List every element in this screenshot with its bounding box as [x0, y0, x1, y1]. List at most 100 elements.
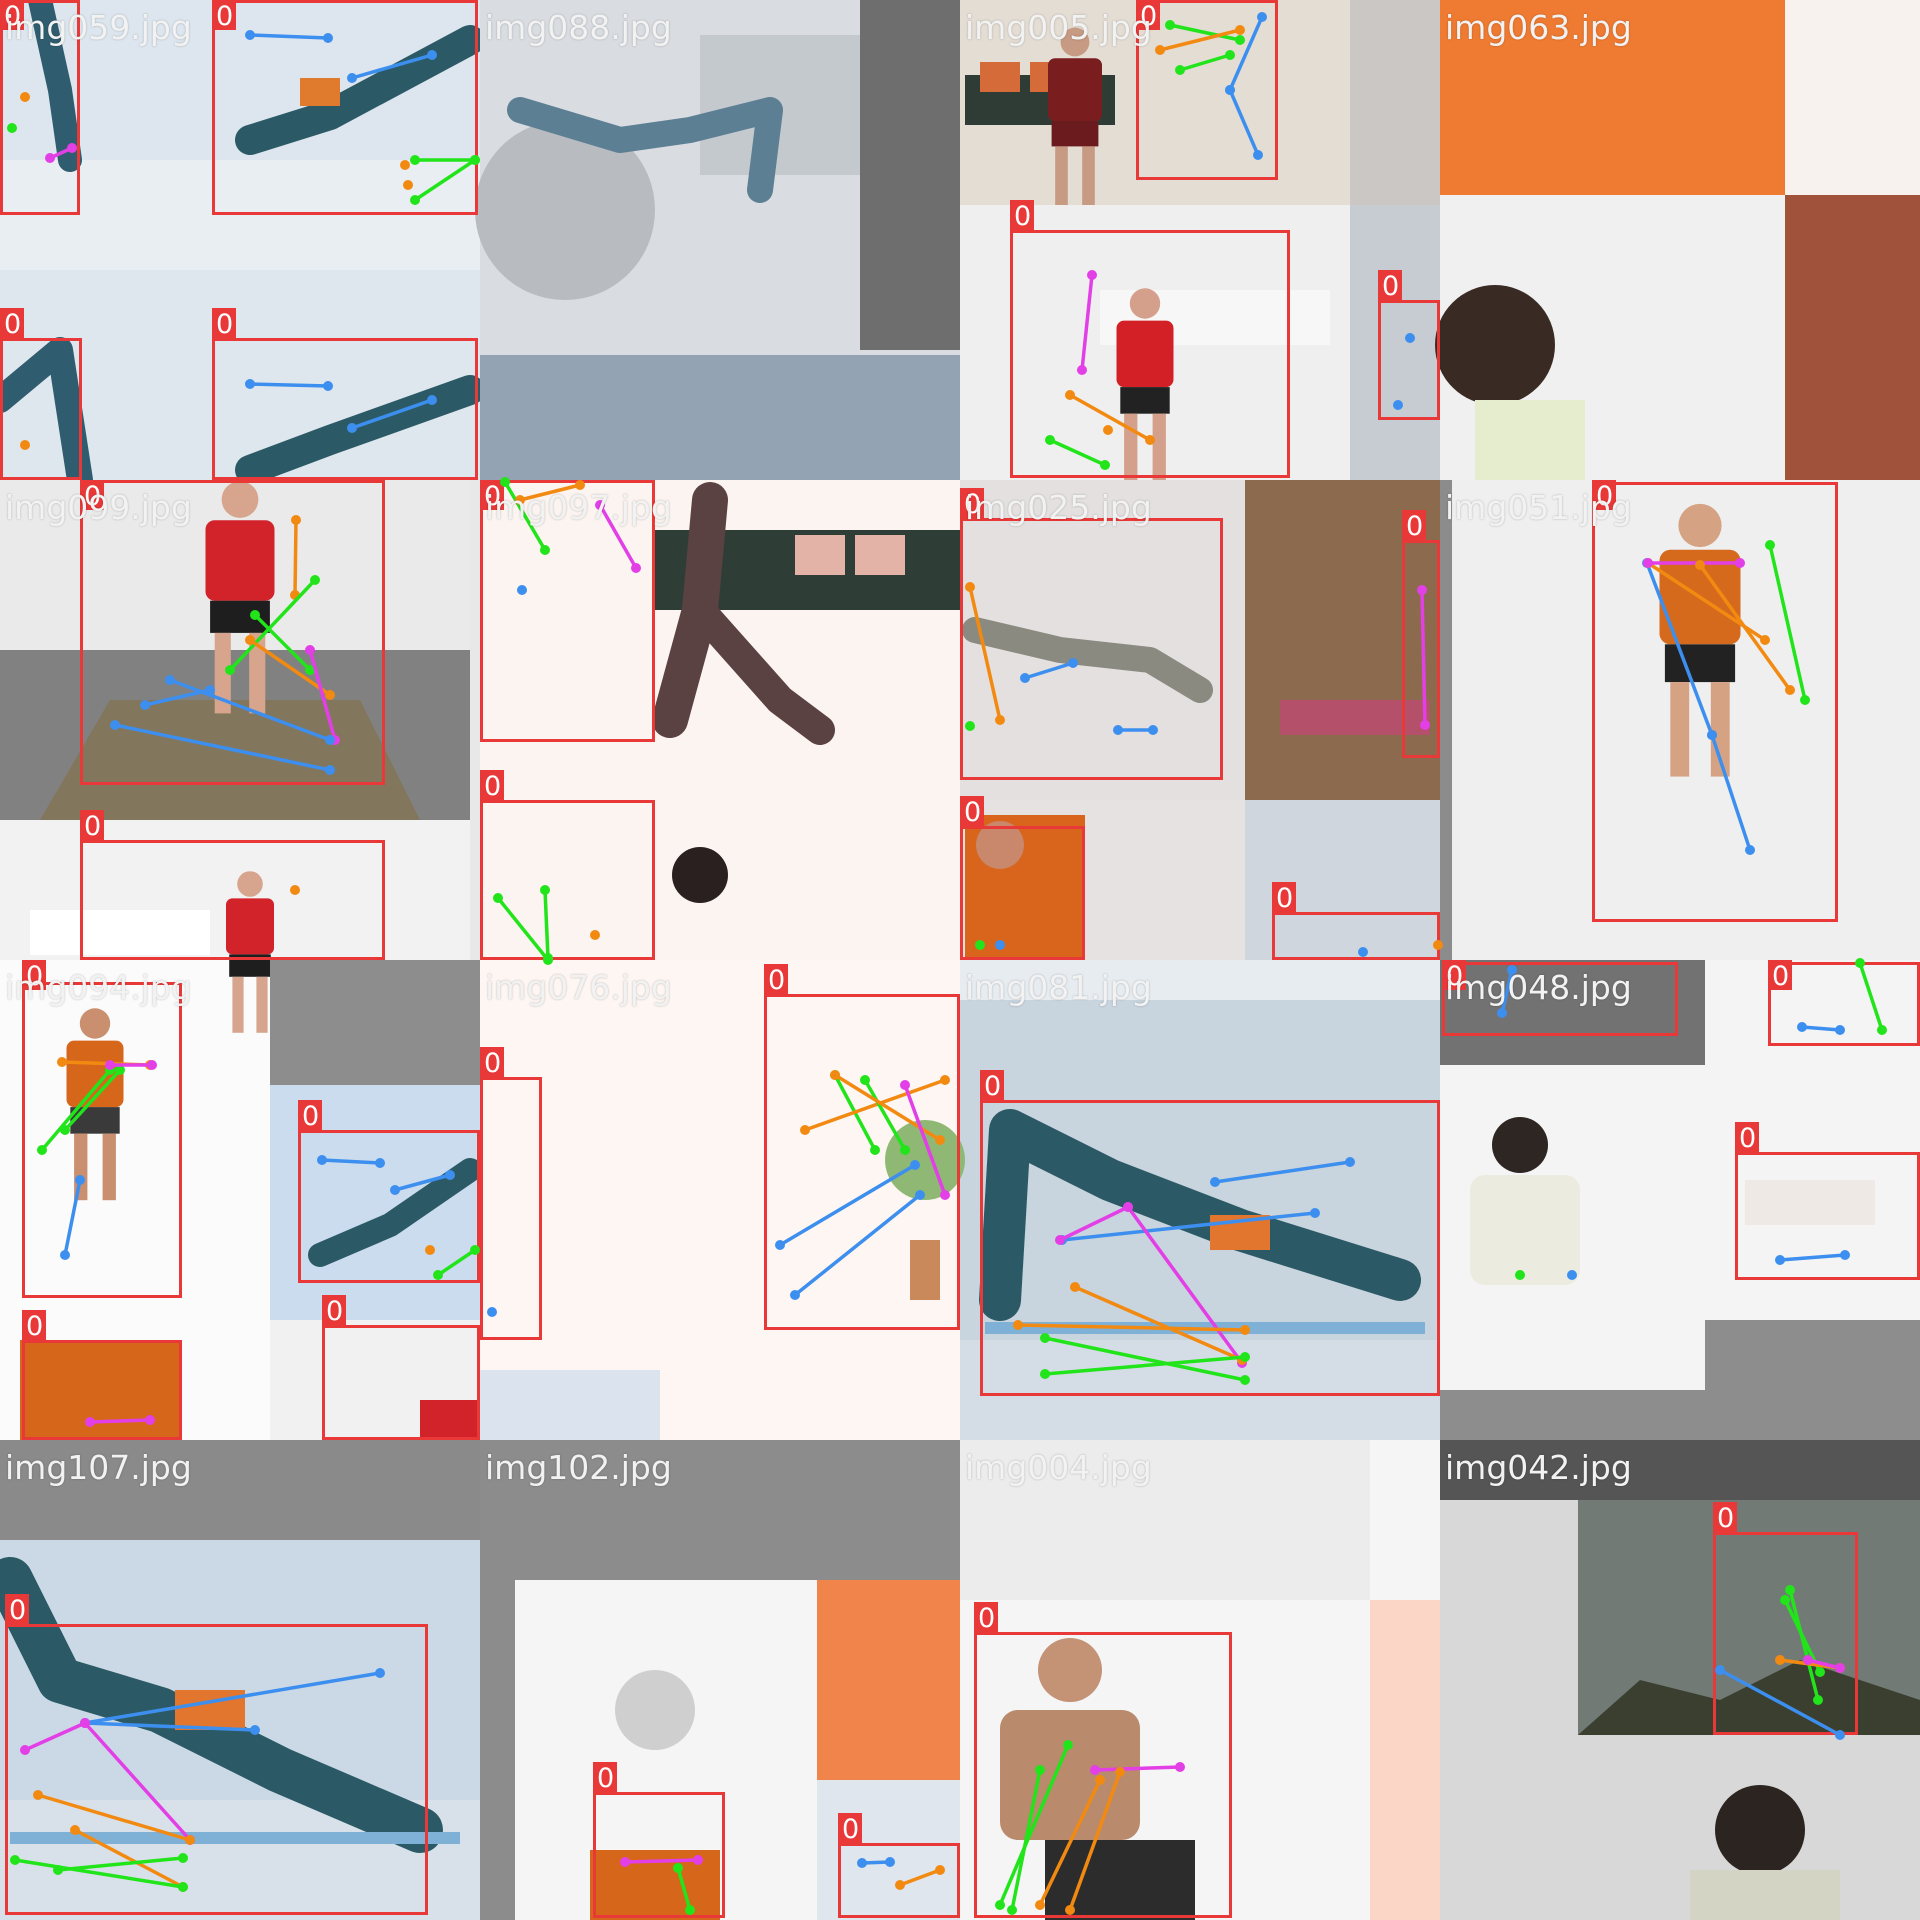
class-tag-bg — [960, 796, 984, 826]
skeleton-line-icon — [88, 1418, 152, 1424]
keypoint-icon — [575, 480, 585, 490]
keypoint-icon — [427, 50, 437, 60]
class-tag-label: 0 — [326, 1296, 343, 1327]
class-tag-label: 0 — [964, 797, 981, 828]
body-silhouette — [235, 375, 485, 485]
skeleton-line-icon — [1168, 23, 1242, 42]
bounding-box-icon — [480, 800, 655, 960]
keypoint-icon — [110, 720, 120, 730]
keypoint-icon — [165, 675, 175, 685]
padding — [480, 1440, 960, 1580]
body-silhouette — [979, 1109, 1421, 1321]
keypoint-icon — [1775, 1255, 1785, 1265]
skeleton-line-icon — [1213, 1160, 1352, 1184]
keypoint-icon — [470, 155, 480, 165]
class-tag-label: 0 — [1596, 481, 1613, 512]
class-tag-label: 0 — [1717, 1503, 1734, 1534]
skeleton-line-icon — [968, 585, 1002, 722]
class-tag-bg — [480, 480, 504, 510]
skeleton-line-icon — [1010, 1768, 1042, 1912]
bounding-box-icon — [212, 338, 478, 480]
keypoint-icon — [1643, 558, 1653, 568]
keypoint-icon — [830, 1070, 840, 1080]
rubber-floor — [0, 650, 470, 820]
skeleton-line-icon — [1068, 1770, 1122, 1912]
orange-wall — [1440, 0, 1785, 195]
keypoint-icon — [10, 1855, 20, 1865]
peach-panel — [1370, 1600, 1440, 1920]
keypoint-icon — [70, 1825, 80, 1835]
body-silhouette — [507, 97, 783, 203]
keypoint-icon — [540, 885, 550, 895]
keypoint-icon — [1785, 685, 1795, 695]
skeleton-line-icon — [1043, 1336, 1247, 1382]
class-tag-bg — [0, 0, 24, 30]
keypoint-icon — [857, 1858, 867, 1868]
keypoint-icon — [1235, 25, 1245, 35]
bounding-box-icon — [1768, 962, 1920, 1046]
skeleton-line-icon — [496, 896, 550, 962]
keypoint-icon — [1253, 150, 1263, 160]
doorway — [860, 0, 960, 350]
skeleton-line-icon — [23, 1721, 87, 1752]
skeleton-line-icon — [863, 1078, 907, 1152]
bounding-box-icon — [5, 1624, 428, 1915]
class-tag-label: 0 — [9, 1595, 26, 1626]
keypoint-icon — [1515, 1270, 1525, 1280]
floor — [480, 355, 960, 480]
keypoint-icon — [1007, 1905, 1017, 1915]
skeleton-line-icon — [1228, 15, 1264, 92]
person-head — [1715, 1785, 1805, 1875]
class-tag-bg — [22, 960, 46, 990]
keypoint-icon — [37, 1145, 47, 1155]
floor — [480, 1370, 660, 1440]
bounding-box-icon — [212, 0, 478, 215]
skeleton-line-icon — [308, 648, 337, 742]
keypoint-icon — [1840, 1250, 1850, 1260]
keypoint-icon — [1420, 720, 1430, 730]
person-leg — [1152, 413, 1166, 481]
skeleton-line-icon — [143, 688, 212, 707]
keypoint-icon — [595, 500, 605, 510]
skeleton-line-icon — [1800, 1025, 1842, 1032]
plant-pot — [910, 1240, 940, 1300]
class-tag-label: 0 — [84, 811, 101, 842]
strength-sign — [30, 910, 210, 955]
class-tag-label: 0 — [4, 1, 21, 32]
keypoint-icon — [1100, 460, 1110, 470]
keypoint-icon — [325, 735, 335, 745]
class-tag-bg — [1010, 200, 1034, 230]
bounding-box-icon — [480, 480, 655, 742]
keypoint-icon — [305, 645, 315, 655]
keypoint-icon — [470, 1245, 480, 1255]
skeleton-line-icon — [793, 1193, 922, 1297]
bounding-box-icon — [0, 0, 80, 215]
keypoint-icon — [400, 160, 410, 170]
skeleton-line-icon — [228, 578, 317, 672]
class-tag-bg — [1402, 510, 1426, 540]
keypoint-icon — [245, 30, 255, 40]
red-shirt — [420, 1400, 480, 1440]
keypoint-icon — [590, 930, 600, 940]
keypoint-icon — [245, 635, 255, 645]
person-head — [1060, 27, 1090, 57]
skeleton-line-icon — [168, 678, 332, 742]
class-tag-bg — [80, 810, 104, 840]
body-silhouette — [28, 0, 82, 172]
skeleton-line-icon — [83, 1721, 192, 1842]
keypoint-icon — [147, 1060, 157, 1070]
bounding-box-icon — [838, 1843, 960, 1918]
skeleton-line-icon — [1093, 1765, 1182, 1772]
keypoint-icon — [1567, 1270, 1577, 1280]
body-silhouette — [962, 617, 1213, 703]
keypoint-icon — [250, 1725, 260, 1735]
orange-wall — [817, 1580, 960, 1780]
class-tag-bg — [593, 1762, 617, 1792]
keypoint-icon — [375, 1668, 385, 1678]
person-head — [672, 847, 728, 903]
class-tag-bg — [1735, 1122, 1759, 1152]
keypoint-icon — [1035, 1765, 1045, 1775]
body-silhouette — [235, 25, 485, 155]
class-tag-bg — [1768, 960, 1792, 990]
skeleton-line-icon — [1778, 1253, 1847, 1262]
